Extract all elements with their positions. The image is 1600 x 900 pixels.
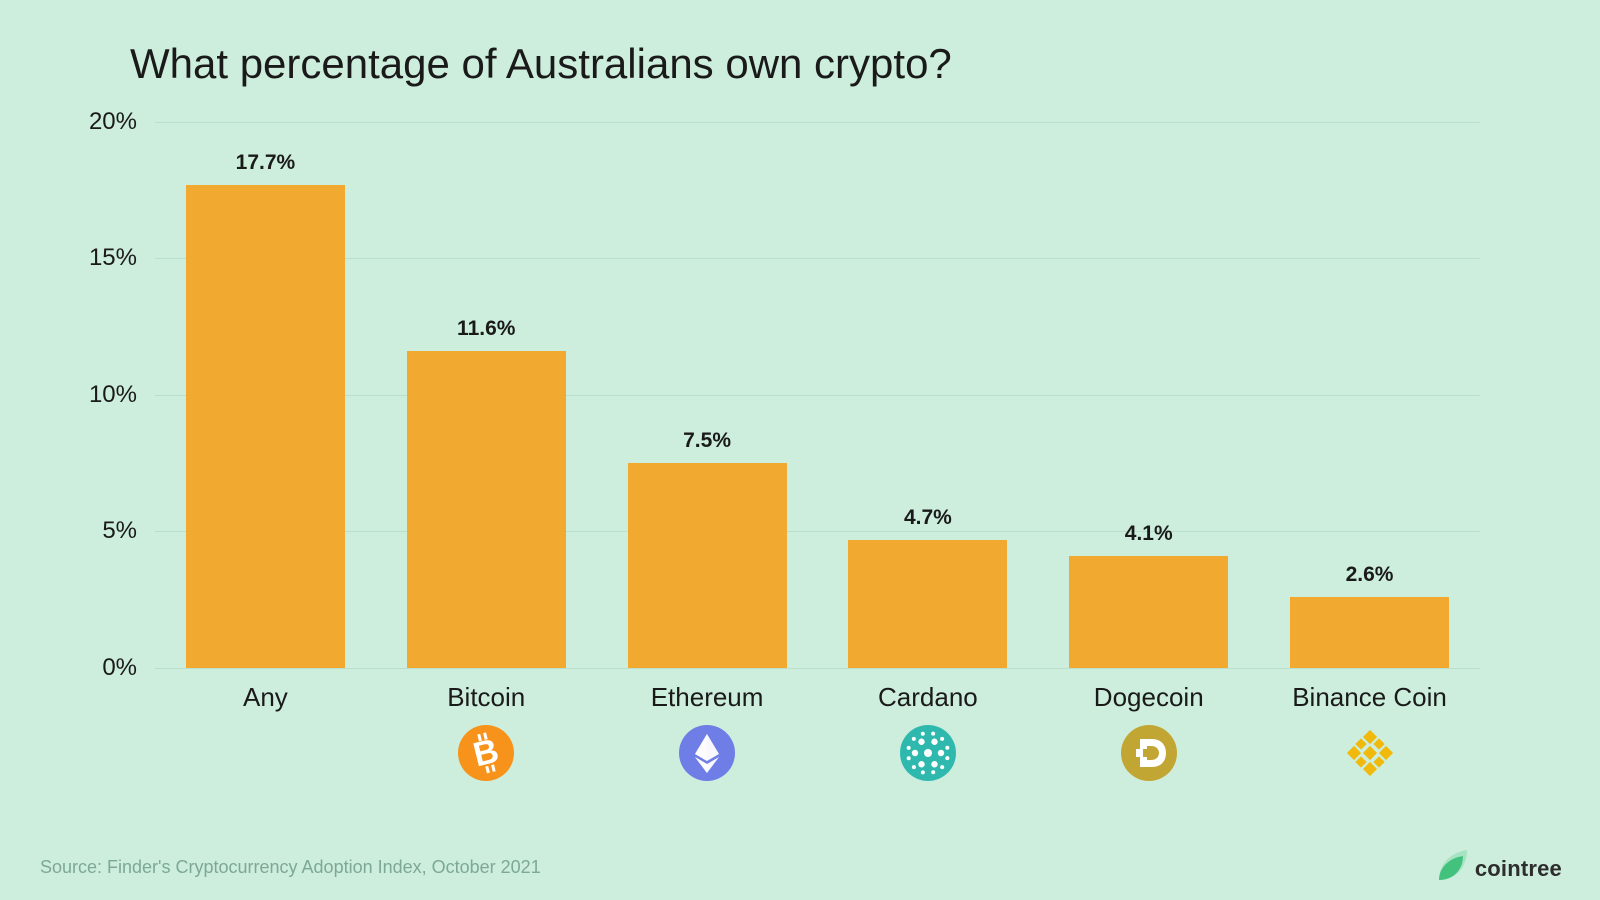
bar-column: 7.5% bbox=[597, 108, 818, 668]
bar bbox=[407, 351, 566, 668]
bar bbox=[628, 463, 787, 668]
bar-column: 2.6% bbox=[1259, 108, 1480, 668]
y-tick-label: 15% bbox=[89, 244, 155, 272]
plot: 0%5%10%15%20%17.7%11.6%7.5%4.7%4.1%2.6% bbox=[155, 108, 1480, 668]
brand-text: cointree bbox=[1475, 856, 1562, 882]
source-caption: Source: Finder's Cryptocurrency Adoption… bbox=[40, 857, 541, 878]
brand-logo: cointree bbox=[1433, 846, 1562, 882]
x-axis-column: Ethereum bbox=[597, 682, 818, 781]
bitcoin-icon: B bbox=[458, 725, 514, 781]
x-tick-label: Ethereum bbox=[651, 682, 764, 713]
dogecoin-icon bbox=[1121, 725, 1177, 781]
y-tick-label: 10% bbox=[89, 381, 155, 409]
bar bbox=[848, 540, 1007, 668]
bar-value-label: 4.7% bbox=[904, 506, 952, 530]
x-axis-column: Bitcoin B bbox=[376, 682, 597, 781]
bar-value-label: 2.6% bbox=[1346, 563, 1394, 587]
bars-container: 17.7% 11.6% 7.5% 4.7% 4.1% 2.6% bbox=[155, 108, 1480, 668]
bar-column: 4.7% bbox=[817, 108, 1038, 668]
binance-icon bbox=[1342, 725, 1398, 781]
y-tick-label: 0% bbox=[102, 654, 155, 682]
x-axis: Any Bitcoin B Ethereum Cardano Dogecoin Binanc… bbox=[155, 682, 1480, 781]
x-axis-column: Any bbox=[155, 682, 376, 781]
bar-column: 11.6% bbox=[376, 108, 597, 668]
x-tick-label: Dogecoin bbox=[1094, 682, 1204, 713]
y-tick-label: 20% bbox=[89, 108, 155, 136]
chart-canvas: What percentage of Australians own crypt… bbox=[0, 0, 1600, 900]
bar bbox=[1069, 556, 1228, 668]
x-tick-label: Bitcoin bbox=[447, 682, 525, 713]
cardano-icon bbox=[900, 725, 956, 781]
bar-value-label: 7.5% bbox=[683, 429, 731, 453]
chart-title: What percentage of Australians own crypt… bbox=[130, 40, 1540, 88]
ethereum-icon bbox=[679, 725, 735, 781]
x-tick-label: Any bbox=[243, 682, 288, 713]
x-tick-label: Binance Coin bbox=[1292, 682, 1447, 713]
x-axis-column: Dogecoin bbox=[1038, 682, 1259, 781]
gridline bbox=[155, 668, 1480, 669]
x-axis-column: Binance Coin bbox=[1259, 682, 1480, 781]
bar-column: 4.1% bbox=[1038, 108, 1259, 668]
bar bbox=[1290, 597, 1449, 668]
bar-column: 17.7% bbox=[155, 108, 376, 668]
x-axis-column: Cardano bbox=[817, 682, 1038, 781]
y-tick-label: 5% bbox=[102, 517, 155, 545]
cointree-leaf-icon bbox=[1433, 846, 1469, 882]
bar-value-label: 11.6% bbox=[457, 317, 515, 341]
bar-value-label: 17.7% bbox=[236, 151, 296, 175]
chart-plot-area: 0%5%10%15%20%17.7%11.6%7.5%4.7%4.1%2.6% bbox=[155, 108, 1480, 668]
bar-value-label: 4.1% bbox=[1125, 522, 1173, 546]
x-tick-label: Cardano bbox=[878, 682, 978, 713]
bar bbox=[186, 185, 345, 669]
